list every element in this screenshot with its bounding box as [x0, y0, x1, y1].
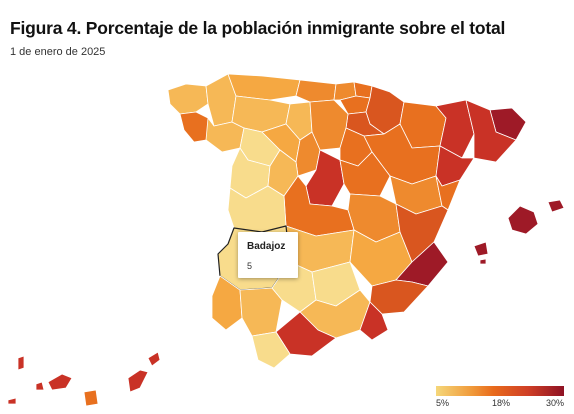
tooltip-province-value: 5: [247, 261, 253, 271]
province-valencia[interactable]: [395, 203, 449, 263]
province-baleares-mallorca[interactable]: [507, 205, 539, 235]
province-almeria[interactable]: [359, 301, 389, 341]
province-castellon[interactable]: [435, 175, 461, 211]
legend-color-bar: [436, 386, 564, 396]
province-sevilla[interactable]: [239, 287, 283, 337]
province-lanzarote[interactable]: [147, 351, 161, 367]
color-legend: 5% 18% 30%: [436, 386, 564, 408]
province-gran-canaria[interactable]: [83, 389, 99, 407]
province-barcelona[interactable]: [465, 99, 517, 163]
province-tenerife[interactable]: [47, 373, 73, 391]
tooltip-province-name: Badajoz: [247, 241, 286, 252]
page-title: Figura 4. Porcentaje de la población inm…: [10, 18, 506, 38]
province-a-coruna[interactable]: [167, 83, 209, 115]
province-cantabria[interactable]: [295, 79, 337, 103]
province-fuerteventura[interactable]: [127, 369, 149, 393]
legend-tick-max: 30%: [546, 398, 565, 408]
province-caceres[interactable]: [227, 185, 287, 233]
province-murcia[interactable]: [369, 279, 429, 315]
province-baleares-ibiza[interactable]: [473, 241, 489, 257]
province-gipuzkoa[interactable]: [353, 81, 373, 99]
province-guadalajara[interactable]: [339, 151, 391, 197]
province-el-hierro[interactable]: [7, 397, 17, 405]
page-subtitle: 1 de enero de 2025: [10, 46, 106, 58]
province-baleares-formentera[interactable]: [479, 258, 487, 265]
legend-tick-min: 5%: [436, 398, 450, 408]
legend-tick-mid: 18%: [492, 398, 511, 408]
province-la-palma[interactable]: [17, 355, 25, 371]
province-tooltip: Badajoz 5: [238, 232, 298, 278]
province-baleares-menorca[interactable]: [547, 199, 565, 213]
province-la-gomera[interactable]: [35, 381, 45, 391]
province-cadiz[interactable]: [251, 331, 291, 369]
